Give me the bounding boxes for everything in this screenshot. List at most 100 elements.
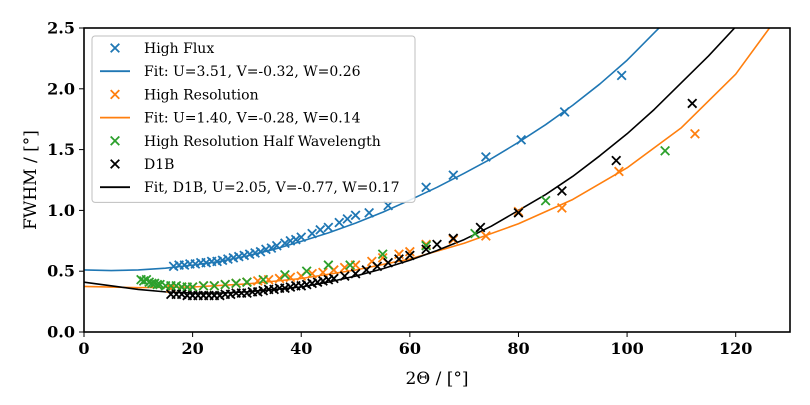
data-point — [152, 279, 163, 290]
data-point — [616, 70, 627, 81]
data-point — [255, 246, 266, 257]
data-point — [334, 217, 345, 228]
legend-item-fit-u-1-40-v-0-28-w-0-14: Fit: U=1.40, V=-0.28, W=0.14 — [100, 111, 361, 127]
data-point — [556, 203, 567, 213]
data-point — [258, 274, 269, 285]
legend-item-high-resolution: High Resolution — [110, 87, 259, 103]
data-point — [687, 98, 698, 109]
data-point — [475, 222, 486, 233]
data-point — [187, 282, 198, 292]
data-point — [350, 210, 361, 221]
ticks-layer: 0 20 40 60 80 100 120 0.0 0.5 1.0 1.5 2.0 2.5 — [47, 19, 752, 359]
y-tick-label: 2.5 — [47, 19, 75, 38]
legend-item-d1b: D1B — [110, 157, 174, 173]
legend-marker-swatch — [110, 135, 120, 146]
data-point — [404, 250, 415, 261]
data-point — [328, 273, 339, 284]
legend-marker-swatch — [110, 159, 120, 169]
data-point — [241, 277, 252, 288]
data-point — [266, 243, 277, 254]
x-tick-label: 100 — [610, 339, 643, 358]
plot-frame — [83, 27, 791, 333]
data-point — [559, 106, 570, 117]
x-tick-label: 20 — [181, 339, 203, 358]
data-point — [613, 166, 624, 177]
legend-label: Fit: U=3.51, V=-0.32, W=0.26 — [144, 64, 361, 80]
data-point — [690, 128, 700, 139]
data-point — [280, 269, 290, 280]
y-tick-label: 0.5 — [47, 262, 75, 281]
legend-marker-swatch — [110, 89, 120, 100]
data-point — [421, 244, 432, 255]
data-point — [372, 261, 383, 272]
legend-label: High Resolution Half Wavelength — [144, 134, 381, 150]
x-tick-label: 80 — [507, 339, 529, 358]
data-point — [271, 240, 282, 251]
data-point — [383, 257, 394, 268]
legend-item-high-flux: High Flux — [110, 41, 214, 57]
data-point — [296, 232, 307, 243]
data-point — [480, 230, 491, 241]
legend-label: High Flux — [144, 41, 214, 57]
data-point — [448, 170, 459, 181]
series-high-resolution-half-wavelength — [136, 145, 671, 292]
data-point — [421, 182, 432, 193]
x-tick-label: 120 — [719, 339, 752, 358]
data-point — [404, 246, 415, 257]
legend-item-fit-d1b-u-2-05-v-0-77-w-0-17: Fit, D1B, U=2.05, V=-0.77, W=0.17 — [100, 180, 400, 196]
data-point — [342, 213, 353, 224]
legend-item-high-resolution-half-wavelength: High Resolution Half Wavelength — [110, 134, 381, 150]
data-point — [198, 280, 209, 291]
data-point — [231, 278, 241, 289]
data-point — [285, 272, 296, 283]
data-point — [323, 260, 334, 271]
data-point — [361, 265, 372, 275]
data-point — [350, 268, 361, 279]
data-point — [220, 279, 231, 290]
series-high-flux — [168, 70, 627, 272]
legend-label: Fit: U=1.40, V=-0.28, W=0.14 — [144, 111, 361, 127]
legend-label: Fit, D1B, U=2.05, V=-0.77, W=0.17 — [144, 180, 400, 196]
data-point — [307, 228, 318, 239]
x-tick-label: 0 — [78, 339, 89, 358]
x-tick-label: 60 — [399, 339, 421, 358]
data-point — [432, 239, 442, 250]
data-point — [448, 233, 459, 244]
legend-label: High Resolution — [144, 87, 259, 103]
data-point — [318, 267, 328, 278]
series-layer — [84, 28, 771, 301]
legend-label: D1B — [144, 157, 174, 173]
legend-box — [91, 35, 416, 203]
data-point — [513, 207, 524, 218]
data-point — [323, 222, 334, 233]
x-tick-label: 40 — [290, 339, 312, 358]
x-axis-label: 2Θ / [°] — [405, 369, 468, 389]
data-point — [290, 234, 301, 245]
series-fit-d1b-u-2-05-v-0-77-w-0-17 — [84, 28, 736, 294]
y-tick-label: 1.5 — [47, 140, 75, 159]
data-point — [280, 238, 290, 249]
data-point — [339, 271, 350, 282]
legend-marker-swatch — [110, 43, 120, 53]
fit-line — [84, 28, 736, 294]
data-point — [394, 254, 404, 264]
data-point — [540, 195, 551, 206]
y-tick-label: 2.0 — [47, 79, 75, 98]
data-point — [480, 151, 491, 162]
data-point — [516, 134, 527, 145]
series-d1b — [165, 98, 698, 301]
y-axis-label: FWHM / [°] — [21, 130, 41, 230]
data-point — [274, 273, 285, 284]
data-point — [660, 145, 671, 156]
data-point — [556, 186, 567, 196]
legend: High Flux Fit: U=3.51, V=-0.32, W=0.26 Hig… — [91, 35, 416, 203]
data-point — [301, 266, 312, 277]
data-point — [611, 155, 622, 166]
y-tick-label: 0.0 — [47, 323, 75, 342]
y-tick-label: 1.0 — [47, 201, 75, 220]
data-point — [339, 262, 350, 273]
data-point — [307, 268, 318, 279]
data-point — [421, 240, 432, 251]
legend-item-fit-u-3-51-v-0-32-w-0-26: Fit: U=3.51, V=-0.32, W=0.26 — [100, 64, 361, 80]
